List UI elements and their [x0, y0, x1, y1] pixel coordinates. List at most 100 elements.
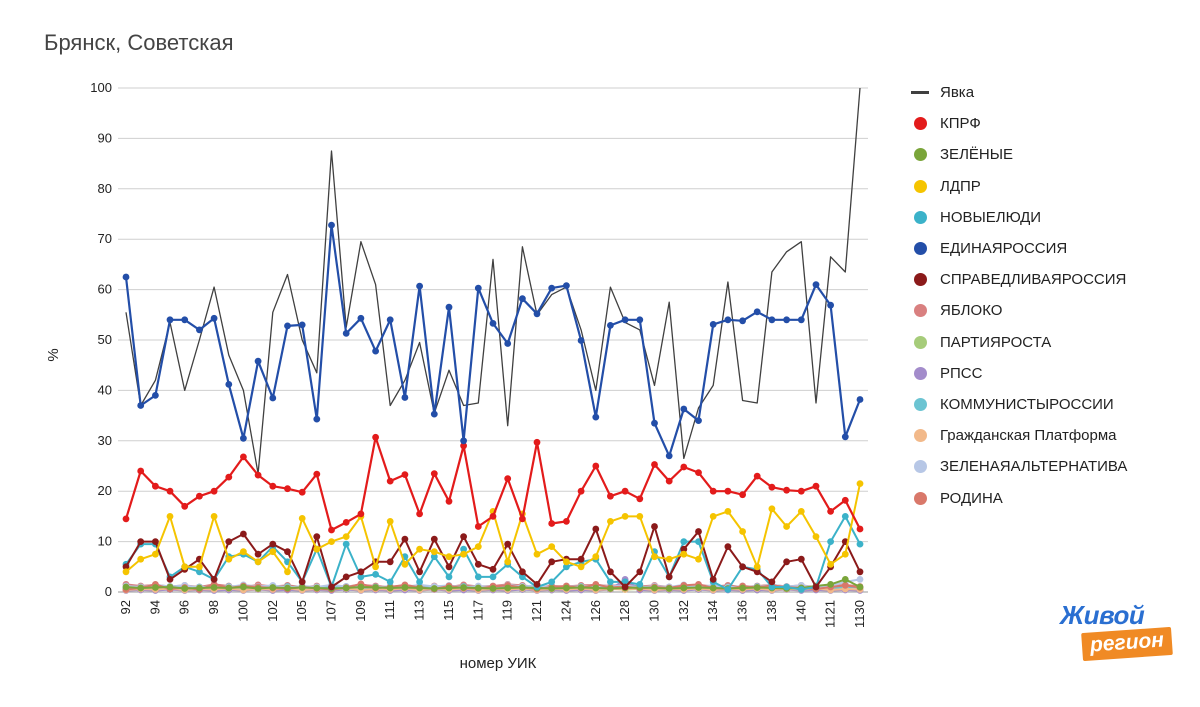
data-point — [709, 487, 717, 495]
data-point — [724, 487, 732, 495]
data-point — [298, 488, 306, 496]
data-point — [210, 487, 218, 495]
data-point — [225, 584, 233, 592]
x-tick-label: 128 — [617, 600, 632, 622]
legend-label: ЯБЛОКО — [940, 302, 1003, 320]
x-tick-label: 111 — [382, 600, 397, 620]
legend-swatch — [913, 335, 927, 349]
data-point — [445, 563, 453, 571]
data-point — [225, 473, 233, 481]
legend-label: РОДИНА — [940, 489, 1003, 507]
data-point — [372, 584, 379, 591]
data-point — [827, 560, 834, 568]
legend-entry: СПРАВЕДЛИВАЯРОССИЯ — [910, 264, 1127, 295]
data-point — [152, 482, 159, 490]
data-point — [122, 273, 130, 281]
data-point — [636, 316, 644, 324]
x-tick-label: 140 — [793, 600, 808, 622]
data-point — [856, 396, 864, 403]
data-point — [607, 578, 614, 586]
data-point — [460, 442, 467, 450]
data-point — [269, 584, 277, 591]
data-point — [254, 558, 262, 566]
data-point — [739, 491, 746, 499]
data-point — [401, 394, 409, 401]
data-point — [753, 308, 761, 316]
data-point — [460, 550, 467, 558]
data-point — [680, 550, 688, 558]
chart-legend: Явка КПРФ ЗЕЛЁНЫЕ ЛДПР НОВЫЕЛЮДИ ЕДИНАЯРОССИЯ… — [910, 77, 1127, 514]
legend-entry: РПСС — [910, 358, 1127, 389]
y-tick-label: 70 — [98, 231, 112, 246]
data-point — [548, 558, 556, 566]
data-point — [724, 316, 732, 324]
data-point — [519, 584, 526, 591]
data-point — [783, 583, 790, 591]
x-tick-label: 109 — [353, 600, 368, 622]
data-point — [445, 584, 453, 592]
data-point — [812, 281, 820, 288]
data-point — [240, 530, 247, 538]
legend-swatch — [913, 460, 927, 474]
logo-text-badge: регион — [1081, 626, 1173, 662]
data-point — [636, 581, 644, 588]
legend-marker — [910, 242, 930, 256]
data-point — [665, 452, 673, 460]
legend-marker — [910, 460, 930, 474]
data-point — [445, 573, 453, 581]
y-tick-label: 10 — [98, 534, 112, 549]
y-tick-label: 40 — [98, 382, 112, 397]
data-point — [401, 584, 409, 591]
data-point — [812, 583, 820, 591]
legend-swatch — [913, 210, 927, 224]
data-point — [841, 513, 849, 520]
legend-label: ЗЕЛЕНАЯАЛЬТЕРНАТИВА — [940, 458, 1128, 476]
legend-marker — [910, 148, 930, 162]
data-point — [210, 513, 218, 520]
x-tick-label: 124 — [558, 600, 573, 622]
data-point — [474, 284, 482, 292]
data-point — [474, 523, 482, 530]
legend-swatch — [913, 148, 927, 162]
data-point — [313, 584, 321, 592]
data-point — [181, 316, 189, 324]
legend-swatch — [913, 242, 927, 256]
data-point — [328, 526, 335, 534]
data-point — [607, 568, 614, 576]
data-point — [430, 548, 438, 556]
data-point — [386, 578, 394, 586]
data-point — [592, 553, 600, 561]
data-point — [445, 553, 453, 561]
data-point — [709, 321, 717, 328]
data-point — [430, 553, 438, 561]
data-point — [563, 518, 570, 525]
data-point — [357, 573, 365, 581]
legend-entry: РОДИНА — [910, 482, 1127, 513]
data-point — [621, 513, 629, 520]
data-point — [856, 480, 864, 487]
data-point — [621, 487, 629, 495]
data-point — [709, 584, 717, 592]
x-tick-label: 98 — [206, 600, 221, 614]
data-point — [519, 568, 526, 576]
data-point — [519, 295, 526, 303]
data-point — [489, 320, 497, 327]
data-point — [797, 586, 805, 593]
data-point — [797, 487, 805, 495]
data-point — [768, 583, 776, 591]
data-point — [548, 520, 556, 527]
legend-label: РПСС — [940, 364, 983, 382]
data-point — [739, 563, 746, 571]
y-tick-label: 60 — [98, 282, 112, 297]
series-4 — [122, 480, 864, 576]
data-point — [695, 555, 702, 563]
data-point — [196, 568, 203, 576]
data-point — [827, 301, 834, 309]
data-point — [636, 495, 644, 503]
y-axis-title: % — [45, 348, 62, 361]
data-point — [577, 563, 585, 571]
legend-marker — [910, 117, 930, 131]
data-point — [768, 316, 776, 324]
legend-entry: ЗЕЛЁНЫЕ — [910, 139, 1127, 170]
data-point — [196, 584, 203, 592]
